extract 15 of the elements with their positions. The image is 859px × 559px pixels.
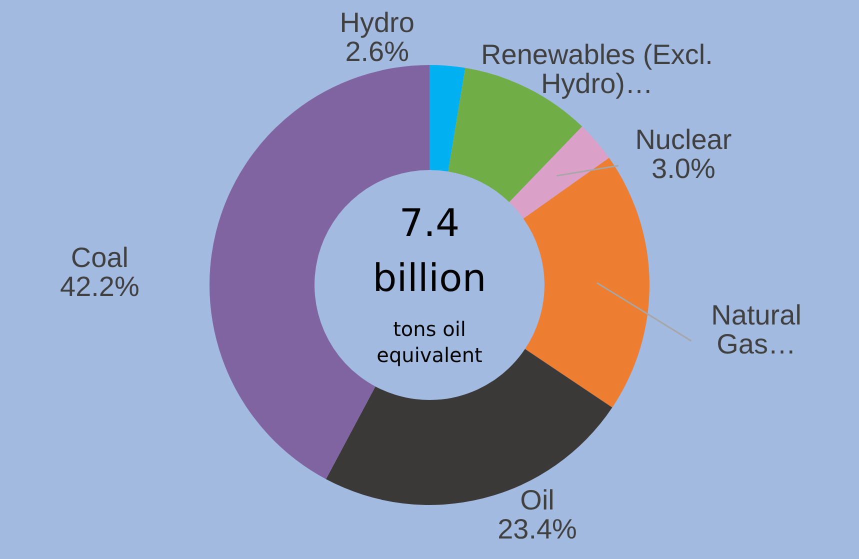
slice-label: Coal [70,242,128,273]
slice-label: Renewables (Excl. Hydro)… [481,39,713,100]
donut-slice [430,65,466,172]
slice-label: Hydro [340,7,414,38]
donut-slice [509,126,610,219]
text: billion [372,256,486,300]
text: 7.4 [399,201,460,245]
data-label: 42.2% [60,270,140,302]
donut-slice [523,158,650,408]
data-label: 3.0% [652,153,716,184]
slice-label: Nuclear [635,124,732,156]
data-label: 23.4% [498,514,577,545]
slice-label: Oil [520,484,554,516]
slice-label: Natural Gas… [711,299,802,360]
text: tons oil equivalent [376,317,483,367]
